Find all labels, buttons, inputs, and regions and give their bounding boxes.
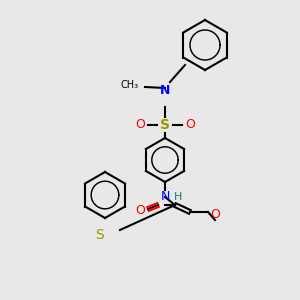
Text: H: H — [174, 192, 182, 202]
Text: O: O — [210, 208, 220, 221]
Text: S: S — [96, 228, 104, 242]
Text: O: O — [185, 118, 195, 131]
Text: N: N — [160, 190, 170, 203]
Text: O: O — [135, 118, 145, 131]
Text: S: S — [160, 118, 170, 132]
Text: N: N — [160, 83, 170, 97]
Text: CH₃: CH₃ — [121, 80, 139, 90]
Text: O: O — [135, 203, 145, 217]
